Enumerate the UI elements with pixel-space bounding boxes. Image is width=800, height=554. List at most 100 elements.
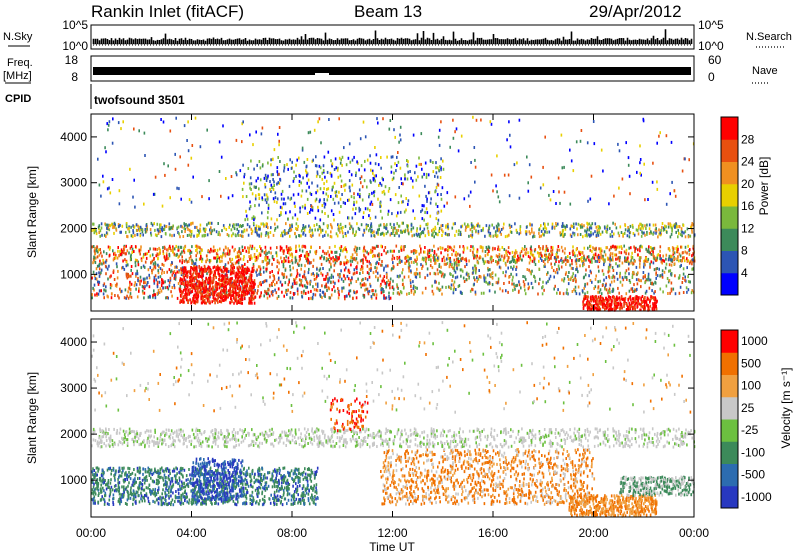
power-echo	[210, 221, 213, 225]
power-echo	[544, 258, 546, 262]
power-echo	[568, 251, 571, 255]
power-echo	[538, 231, 540, 235]
power-echo	[321, 290, 324, 294]
power-echo	[380, 291, 383, 295]
power-echo	[341, 286, 343, 290]
power-echo	[582, 235, 584, 239]
power-echo	[328, 296, 331, 300]
power-echo	[223, 298, 225, 302]
power-echo	[250, 300, 252, 304]
power-echo	[189, 280, 191, 284]
power-echo	[208, 285, 211, 289]
power-echo	[670, 289, 673, 293]
power-echo	[203, 286, 206, 290]
power-echo	[598, 297, 601, 301]
power-echo	[195, 271, 197, 275]
power-echo	[506, 254, 508, 257]
power-echo	[113, 225, 115, 228]
power-echo	[108, 253, 111, 257]
power-echo	[387, 230, 389, 234]
power-echo	[353, 248, 356, 252]
power-echo	[241, 298, 243, 301]
power-echo	[428, 233, 430, 237]
power-echo	[638, 265, 641, 269]
power-echo	[565, 262, 567, 266]
power-echo	[544, 262, 546, 266]
power-echo	[104, 264, 107, 268]
power-echo	[125, 225, 128, 229]
power-echo	[371, 249, 374, 253]
power-echo	[296, 281, 298, 285]
power-echo	[598, 290, 601, 294]
power-echo	[185, 291, 187, 294]
power-echo	[92, 261, 94, 265]
power-echo	[374, 215, 377, 219]
power-echo	[229, 278, 232, 282]
power-echo	[295, 163, 297, 167]
power-echo	[672, 252, 675, 256]
power-echo	[510, 272, 512, 276]
power-echo	[394, 231, 397, 235]
power-echo	[179, 290, 182, 294]
power-echo	[578, 292, 581, 296]
power-echo	[231, 257, 234, 261]
power-echo	[364, 258, 367, 262]
power-echo	[235, 276, 237, 280]
power-echo	[243, 276, 246, 280]
power-echo	[514, 261, 517, 265]
power-echo	[215, 276, 217, 279]
power-echo	[611, 255, 614, 259]
power-echo	[443, 259, 446, 263]
power-echo	[241, 291, 243, 294]
power-echo	[661, 269, 664, 273]
power-echo	[375, 231, 378, 235]
power-echo	[631, 276, 634, 279]
power-echo	[559, 291, 561, 295]
power-echo	[640, 226, 642, 230]
power-echo	[432, 227, 435, 231]
power-echo	[619, 280, 622, 284]
power-echo	[596, 259, 598, 263]
power-echo	[126, 249, 129, 253]
power-echo	[408, 269, 410, 273]
power-echo	[329, 234, 332, 238]
power-echo	[159, 223, 161, 227]
power-echo	[311, 206, 314, 210]
power-echo	[575, 262, 578, 266]
power-echo	[626, 257, 629, 261]
power-echo	[420, 247, 422, 251]
power-echo	[257, 225, 260, 229]
power-echo	[159, 248, 161, 252]
power-echo	[557, 255, 559, 259]
power-echo	[440, 274, 443, 278]
power-echo	[101, 233, 103, 237]
power-echo	[226, 274, 228, 277]
power-echo	[159, 251, 161, 255]
power-echo	[306, 172, 309, 176]
power-echo	[162, 252, 165, 255]
power-echo	[345, 261, 348, 265]
power-echo	[641, 295, 644, 298]
power-echo	[415, 232, 418, 236]
power-echo	[589, 248, 592, 252]
power-echo	[606, 256, 609, 260]
power-echo	[532, 235, 534, 239]
power-echo	[478, 269, 480, 272]
power-echo	[652, 232, 654, 236]
power-echo	[99, 259, 101, 263]
power-echo	[333, 263, 336, 267]
power-echo	[575, 280, 577, 284]
power-echo	[419, 271, 421, 275]
power-echo	[249, 256, 251, 260]
power-echo	[327, 233, 329, 237]
power-echo	[162, 246, 164, 250]
power-echo	[510, 230, 513, 234]
power-echo	[642, 271, 645, 274]
power-echo	[571, 225, 574, 228]
power-echo	[358, 195, 361, 198]
power-echo	[396, 263, 399, 266]
power-echo	[135, 223, 138, 227]
power-echo	[326, 272, 329, 276]
power-echo	[619, 298, 621, 302]
power-echo	[515, 284, 517, 288]
